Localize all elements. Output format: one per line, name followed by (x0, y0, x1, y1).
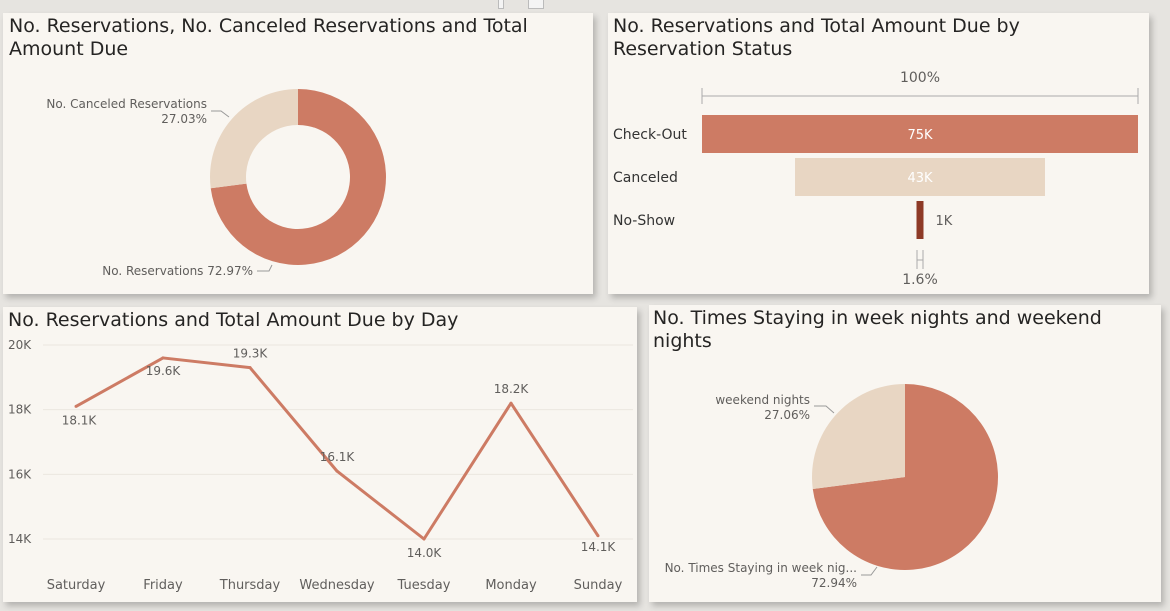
leader-line (257, 264, 273, 272)
leader-line (814, 405, 835, 414)
x-tick-label: Monday (485, 578, 537, 593)
pie-chart: No. Times Staying in week nig...72.94% we… (665, 384, 998, 590)
data-label: 19.3K (233, 347, 269, 361)
donut-label-reservations: No. Reservations 72.97% (102, 264, 253, 278)
x-tick-label: Friday (143, 578, 183, 593)
data-label: 19.6K (146, 364, 182, 378)
funnel-top-percent: 100% (900, 70, 940, 86)
donut-slice (210, 89, 386, 265)
funnel-category-label: No-Show (613, 213, 675, 229)
donut-chart-card: No. Reservations, No. Canceled Reservati… (3, 13, 593, 294)
line-chart: 14K 16K 18K 20K 18.1K Saturday 19.6K Friday 19.3… (8, 338, 633, 593)
donut-label-canceled: No. Canceled Reservations (46, 97, 207, 111)
funnel-value-label: 75K (907, 128, 933, 143)
funnel-bar (795, 158, 1045, 196)
line-point (335, 469, 339, 473)
funnel-category-label: Canceled (613, 170, 678, 186)
funnel-bottom-percent: 1.6% (902, 272, 938, 288)
pie-slice (812, 384, 998, 570)
leader-line (861, 566, 878, 576)
y-tick-label: 20K (8, 338, 32, 352)
leader-line (211, 110, 230, 118)
filter-icon[interactable] (498, 0, 504, 9)
y-tick-label: 18K (8, 403, 32, 417)
funnel-bar (702, 115, 1138, 153)
data-label: 18.2K (494, 382, 530, 396)
focus-mode-icon[interactable] (528, 0, 544, 9)
pie-chart-title: No. Times Staying in week nights and wee… (653, 307, 1102, 352)
donut-label-canceled-pct: 27.03% (161, 112, 207, 126)
data-label: 14.1K (581, 540, 617, 554)
pie-slice (812, 384, 905, 490)
y-tick-label: 14K (8, 532, 32, 546)
visual-header-toolbar (488, 0, 560, 10)
x-tick-label: Tuesday (397, 578, 451, 593)
donut-slice (209, 89, 298, 189)
pie-label-weekend-nights-pct: 27.06% (764, 408, 810, 422)
y-tick-label: 16K (8, 467, 32, 481)
data-label: 16.1K (320, 450, 356, 464)
funnel-value-label: 43K (907, 171, 933, 186)
funnel-chart-title: No. Reservations and Total Amount Due by… (613, 15, 1020, 60)
funnel-chart-card: No. Reservations and Total Amount Due by… (608, 13, 1149, 294)
line-chart-title: No. Reservations and Total Amount Due by… (8, 309, 459, 331)
x-tick-label: Thursday (219, 578, 281, 593)
funnel-category-label: Check-Out (613, 127, 687, 143)
x-tick-label: Saturday (47, 578, 106, 593)
pie-label-week-nights: No. Times Staying in week nig... (665, 561, 857, 575)
x-tick-label: Sunday (574, 578, 623, 593)
pie-chart-card: No. Times Staying in week nights and wee… (649, 305, 1161, 602)
data-label: 14.0K (407, 546, 443, 560)
funnel-bar (916, 201, 924, 239)
line-point (509, 401, 513, 405)
line-point (422, 537, 426, 541)
donut-chart-title: No. Reservations, No. Canceled Reservati… (9, 15, 528, 60)
x-tick-label: Wednesday (299, 578, 375, 593)
line-point (161, 356, 165, 360)
funnel-value-label: 1K (936, 214, 953, 229)
funnel-chart: 100% Check-Out 75K Canceled 43K No-Show 1K 1.6% (613, 70, 1139, 288)
pie-label-weekend-nights: weekend nights (715, 393, 810, 407)
pie-label-week-nights-pct: 72.94% (811, 576, 857, 590)
line-point (248, 366, 252, 370)
line-chart-card: No. Reservations and Total Amount Due by… (3, 307, 637, 602)
donut-chart: No. Reservations 72.97% No. Canceled Rese… (46, 89, 386, 278)
line-point (596, 534, 600, 538)
line-point (74, 404, 78, 408)
data-label: 18.1K (62, 413, 98, 427)
